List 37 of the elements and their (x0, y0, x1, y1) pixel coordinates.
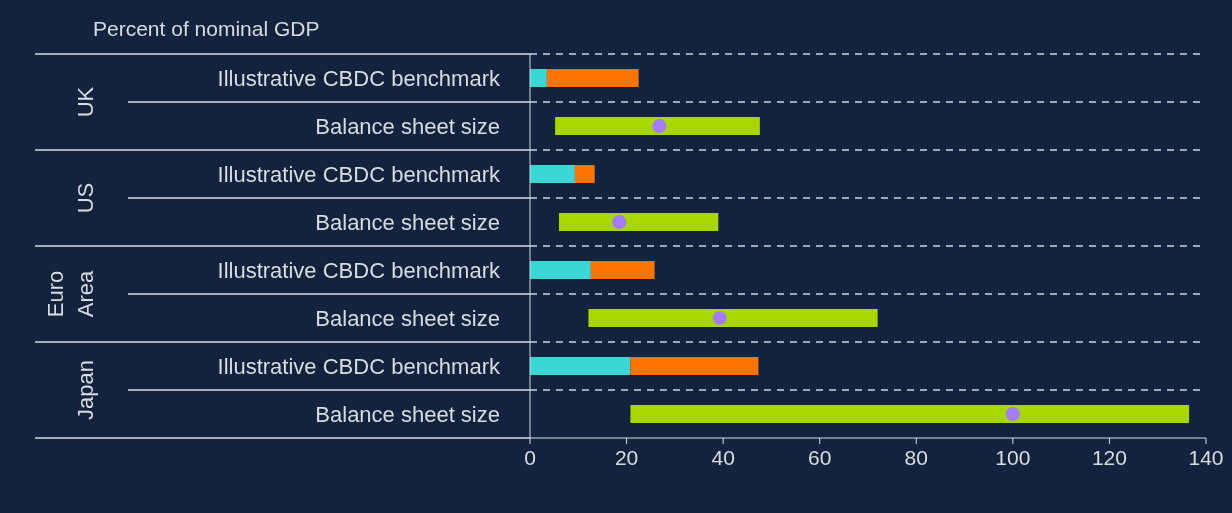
y-tick-label: Balance sheet size (315, 209, 500, 235)
x-tick-label: 100 (995, 445, 1031, 469)
text: US (73, 182, 98, 214)
y-tick-label: Illustrative CBDC benchmark (217, 65, 501, 91)
x-tick-label: 60 (808, 445, 832, 469)
x-tick-label: 40 (711, 445, 735, 469)
bar (574, 165, 595, 183)
text: UK (73, 86, 98, 118)
y-tick-label: Illustrative CBDC benchmark (217, 353, 501, 379)
x-tick-label: 0 (524, 445, 536, 469)
y-tick-label: Illustrative CBDC benchmark (217, 161, 501, 187)
bar (530, 69, 547, 87)
point (1005, 407, 1020, 421)
point (712, 311, 727, 325)
y-tick-label: Balance sheet size (315, 305, 500, 331)
bar (530, 165, 575, 183)
bar (630, 357, 759, 375)
point (652, 119, 667, 133)
text: Percent of nominal GDP (93, 17, 320, 40)
x-tick-label: 120 (1091, 445, 1127, 469)
x-tick-label: 140 (1188, 445, 1224, 469)
bar (588, 309, 878, 327)
bar (546, 69, 639, 87)
x-tick-label: 20 (614, 445, 639, 469)
point (612, 215, 627, 229)
text: Euro Area (43, 270, 98, 318)
x-tick-label: 80 (904, 445, 928, 469)
text: Japan (73, 360, 98, 420)
bar (530, 357, 631, 375)
y-tick-label: Balance sheet size (315, 401, 500, 427)
y-tick-label: Balance sheet size (315, 113, 500, 139)
y-tick-label: Illustrative CBDC benchmark (217, 257, 501, 283)
bar (558, 213, 719, 231)
bar (630, 405, 1190, 423)
bar (530, 261, 591, 279)
bar (555, 117, 760, 135)
bar (590, 261, 655, 279)
